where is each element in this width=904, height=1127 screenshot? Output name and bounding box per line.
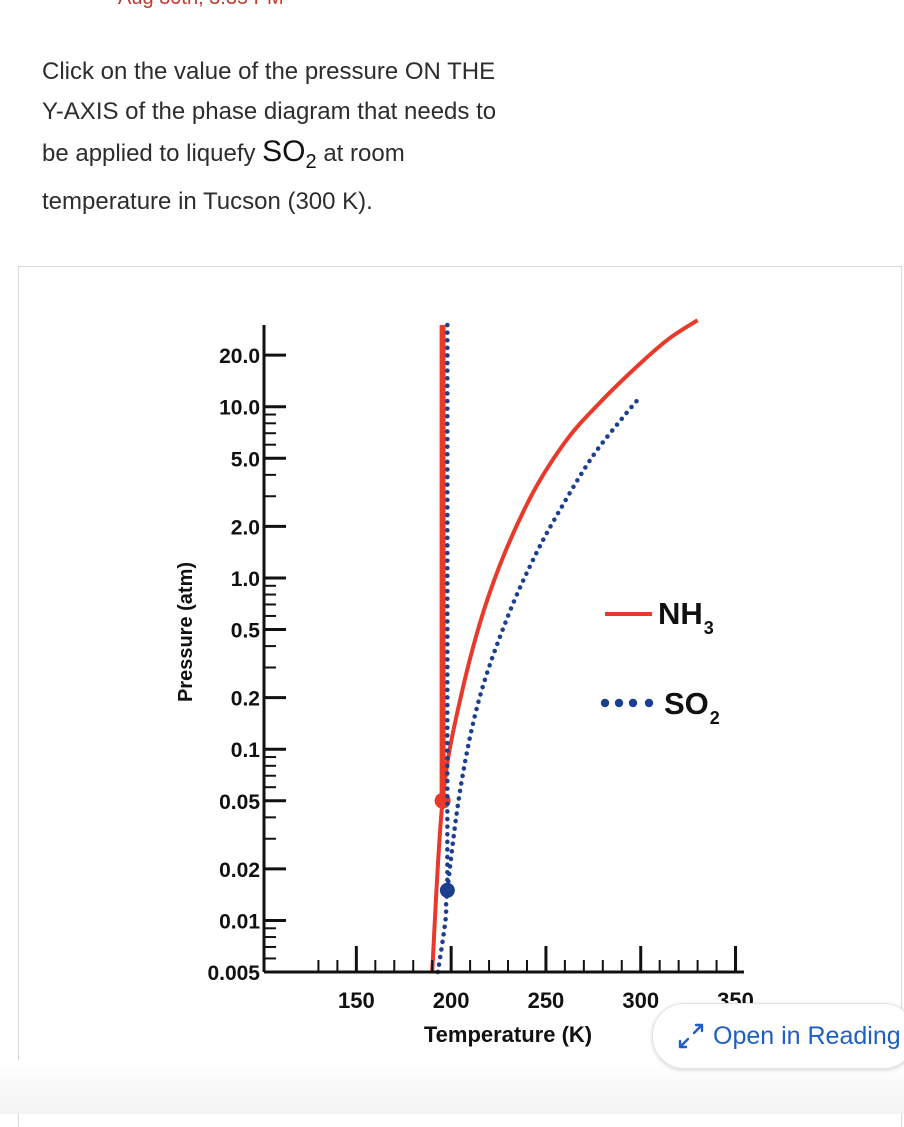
y-tick-label[interactable]: 1.0 [231,568,260,591]
y-tick-label[interactable]: 0.1 [231,739,261,762]
x-axis-title: Temperature (K) [424,1022,592,1047]
axes [264,325,744,972]
y-tick-label[interactable]: 10.0 [219,397,260,420]
plot-series [432,320,697,972]
legend-so2-swatch [601,699,653,707]
y-tick-label[interactable]: 5.0 [231,448,260,471]
y-tick-label[interactable]: 0.005 [207,962,260,985]
legend: NH3 SO2 [601,596,720,728]
y-tick-label[interactable]: 0.05 [219,791,260,814]
x-tick-label: 200 [433,988,470,1013]
x-tick-label: 300 [622,988,659,1013]
y-tick-label[interactable]: 0.02 [219,859,260,882]
y-tick-label[interactable]: 0.5 [231,620,261,643]
y-axis-ticks[interactable]: 20.0 10.0 5.0 2.0 1.0 0.5 0.2 0.1 0.05 0.02 0.01 0.… [207,345,286,985]
so2-triple-point [440,883,455,898]
expand-arrows-icon [671,1016,711,1056]
open-in-reading-button[interactable]: Open in Reading [652,1003,904,1069]
nh3-curve [432,320,697,972]
legend-so2-sub: 2 [710,708,720,728]
x-tick-label: 250 [528,988,565,1013]
legend-nh3-label: NH3 [658,596,714,638]
legend-nh3-base: NH [658,596,703,631]
x-tick-label: 150 [338,988,375,1013]
legend-so2-label: SO2 [664,686,720,728]
y-tick-label[interactable]: 0.2 [231,688,260,711]
y-tick-label[interactable]: 0.01 [219,910,260,933]
open-in-reading-label: Open in Reading [713,1022,901,1051]
y-axis-title: Pressure (atm) [175,562,197,702]
y-tick-label[interactable]: 20.0 [219,345,260,368]
legend-so2-base: SO [664,686,709,721]
y-tick-label[interactable]: 2.0 [231,516,260,539]
legend-nh3-sub: 3 [704,618,714,638]
